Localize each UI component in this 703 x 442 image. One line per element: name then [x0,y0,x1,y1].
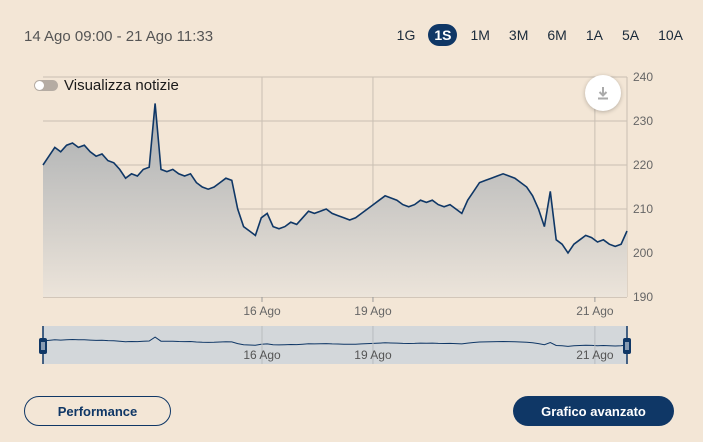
navigator-axis: 16 Ago 19 Ago 21 Ago [243,326,614,364]
price-area-fill [43,103,627,298]
range-button-5y[interactable]: 5A [621,27,640,43]
navigator-track[interactable] [43,326,627,364]
range-button-1m[interactable]: 1M [470,27,490,43]
toggle-switch-icon[interactable] [34,80,58,91]
x-tick-label: 16 Ago [243,304,281,318]
navigator-tick-label: 21 Ago [576,348,614,362]
y-tick-label: 240 [633,70,653,84]
y-tick-label: 200 [633,246,653,260]
time-range-selector: 1G 1S 1M 3M 6M 1A 5A 10A [384,24,689,46]
navigator-right-handle[interactable] [623,326,631,364]
y-tick-label: 220 [633,158,653,172]
download-icon [598,87,608,100]
navigator-line [42,336,628,347]
range-button-1w[interactable]: 1S [428,24,458,46]
price-line [42,103,628,255]
range-button-1y[interactable]: 1A [585,27,603,43]
date-range-label: 14 Ago 09:00 - 21 Ago 11:33 [24,28,214,45]
x-tick-label: 19 Ago [354,304,392,318]
y-tick-label: 230 [633,114,653,128]
advanced-chart-button[interactable]: Grafico avanzato [513,396,674,426]
news-toggle-label: Visualizza notizie [64,77,179,94]
range-button-3m[interactable]: 3M [508,27,529,43]
range-button-10y[interactable]: 10A [658,27,683,43]
range-button-6m[interactable]: 6M [547,27,567,43]
news-toggle[interactable]: Visualizza notizie [34,77,179,94]
range-button-1d[interactable]: 1G [396,27,416,43]
navigator-tick-label: 16 Ago [243,348,281,362]
navigator-left-handle[interactable] [39,326,47,364]
x-axis: 16 Ago 19 Ago 21 Ago [243,297,614,318]
y-tick-label: 190 [633,290,653,304]
y-axis: 240 230 220 210 200 190 [633,70,653,304]
performance-button[interactable]: Performance [24,396,171,426]
download-button[interactable] [585,75,621,111]
x-tick-label: 21 Ago [576,304,614,318]
navigator-tick-label: 19 Ago [354,348,392,362]
y-tick-label: 210 [633,202,653,216]
